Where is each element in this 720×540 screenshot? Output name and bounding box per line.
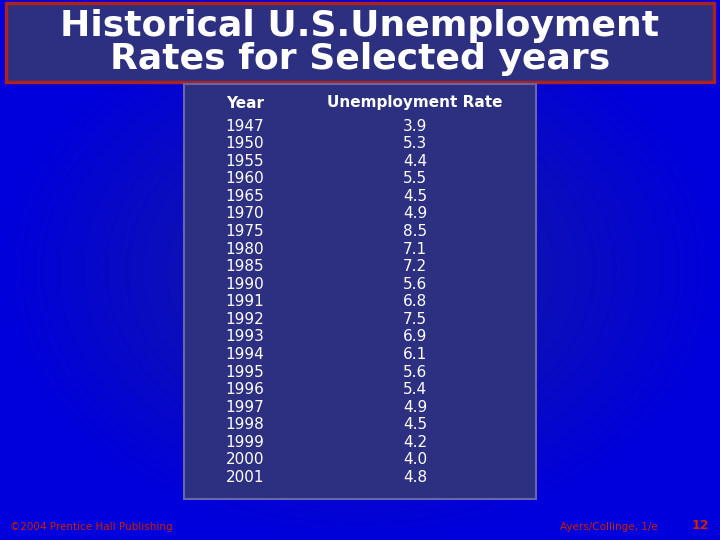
Text: 4.2: 4.2 [403,435,427,450]
Text: 4.9: 4.9 [403,206,427,221]
Text: ©2004 Prentice Hall Publishing: ©2004 Prentice Hall Publishing [10,522,173,532]
Text: Rates for Selected years: Rates for Selected years [110,42,610,76]
Text: 7.5: 7.5 [403,312,427,327]
Text: 1993: 1993 [225,329,264,345]
Text: Year: Year [226,96,264,111]
Text: 6.9: 6.9 [402,329,427,345]
Text: 6.8: 6.8 [403,294,427,309]
Text: Ayers/Collinge, 1/e: Ayers/Collinge, 1/e [560,522,658,532]
Text: 12: 12 [691,519,708,532]
Text: 4.0: 4.0 [403,453,427,468]
Text: 1985: 1985 [225,259,264,274]
Text: 4.5: 4.5 [403,189,427,204]
Text: 4.8: 4.8 [403,470,427,485]
Text: 1955: 1955 [225,154,264,168]
Text: 5.3: 5.3 [403,136,427,151]
Text: 1970: 1970 [225,206,264,221]
Text: 4.9: 4.9 [403,400,427,415]
Text: 6.1: 6.1 [403,347,427,362]
Text: 1997: 1997 [225,400,264,415]
Text: 1999: 1999 [225,435,264,450]
Text: 1994: 1994 [225,347,264,362]
Text: 1960: 1960 [225,171,264,186]
Text: 1965: 1965 [225,189,264,204]
Text: 1992: 1992 [225,312,264,327]
Text: 1990: 1990 [225,276,264,292]
Text: 1996: 1996 [225,382,264,397]
Text: Unemployment Rate: Unemployment Rate [328,96,503,111]
Text: 7.2: 7.2 [403,259,427,274]
Text: 3.9: 3.9 [402,118,427,133]
Text: 7.1: 7.1 [403,241,427,256]
Text: 1947: 1947 [225,118,264,133]
Text: 5.4: 5.4 [403,382,427,397]
Text: 1975: 1975 [225,224,264,239]
Text: 1980: 1980 [225,241,264,256]
Text: 4.4: 4.4 [403,154,427,168]
Text: 4.5: 4.5 [403,417,427,432]
FancyBboxPatch shape [184,84,536,499]
Text: 1995: 1995 [225,364,264,380]
Text: 1998: 1998 [225,417,264,432]
Text: 2001: 2001 [226,470,264,485]
Text: 8.5: 8.5 [403,224,427,239]
Text: 5.6: 5.6 [403,364,427,380]
Text: Historical U.S.Unemployment: Historical U.S.Unemployment [60,9,660,43]
Text: 2000: 2000 [226,453,264,468]
Text: 5.5: 5.5 [403,171,427,186]
Text: 1950: 1950 [225,136,264,151]
Text: 1991: 1991 [225,294,264,309]
Text: 5.6: 5.6 [403,276,427,292]
FancyBboxPatch shape [6,3,714,82]
